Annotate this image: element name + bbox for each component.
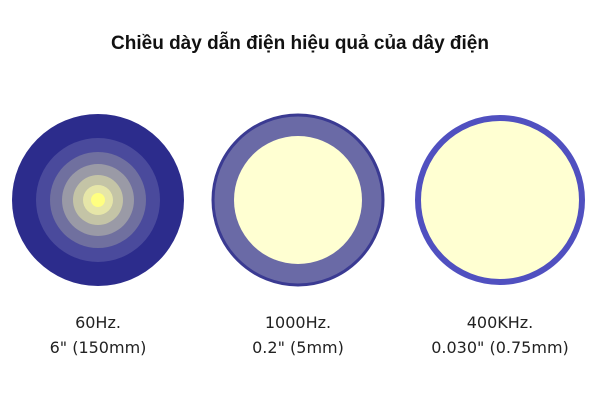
thickness-label: 0.2" (5mm)	[252, 338, 344, 357]
wire-1000hz	[211, 113, 385, 287]
frequency-label: 1000Hz.	[265, 313, 331, 332]
title: Chiều dày dẫn điện hiệu quả của dây điện	[111, 32, 489, 54]
thickness-label: 6" (150mm)	[50, 338, 147, 357]
core	[91, 193, 105, 207]
thickness-label: 0.030" (0.75mm)	[431, 338, 569, 357]
frequency-label: 60Hz.	[75, 313, 121, 332]
ring	[415, 115, 585, 285]
wire-60hz	[12, 114, 184, 286]
frequency-label: 400KHz.	[467, 313, 534, 332]
wire-400khz	[415, 115, 585, 285]
core	[234, 136, 362, 264]
